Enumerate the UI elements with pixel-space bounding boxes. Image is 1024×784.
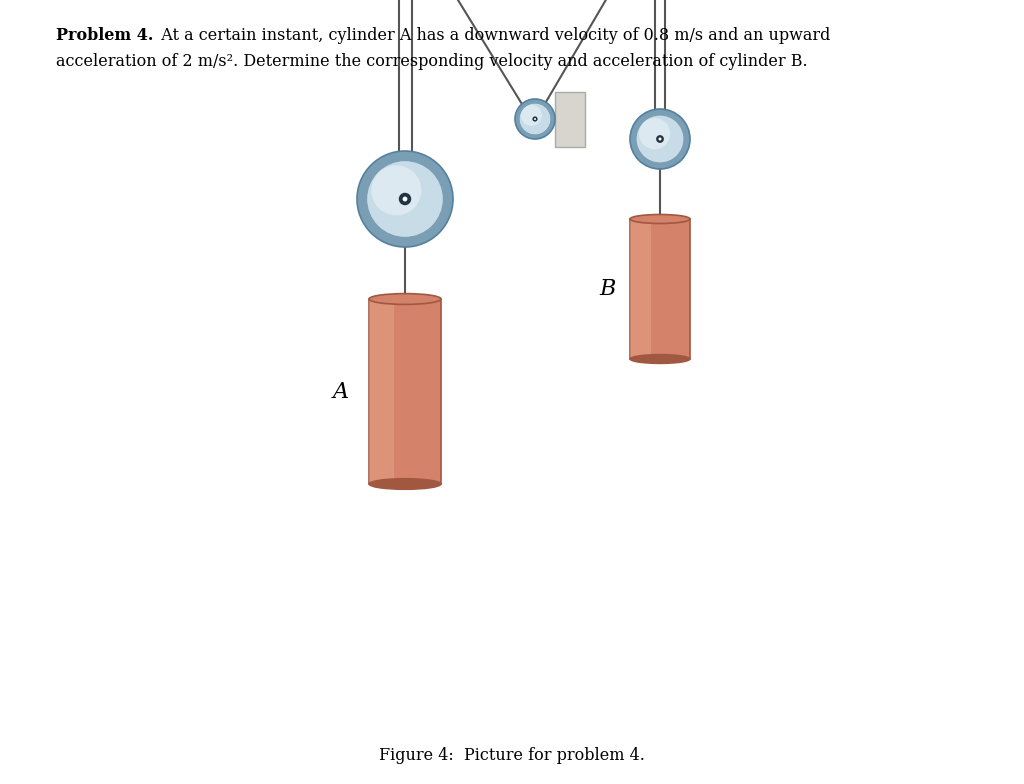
Bar bbox=[369, 299, 394, 484]
Circle shape bbox=[534, 118, 536, 120]
Ellipse shape bbox=[630, 215, 690, 223]
Text: B: B bbox=[600, 278, 616, 300]
Bar bbox=[630, 219, 651, 359]
Circle shape bbox=[519, 103, 551, 135]
Text: Figure 4:  Picture for problem 4.: Figure 4: Picture for problem 4. bbox=[379, 747, 645, 764]
Circle shape bbox=[521, 105, 542, 125]
Circle shape bbox=[532, 116, 538, 122]
Circle shape bbox=[402, 197, 408, 201]
Text: At a certain instant, cylinder A has a downward velocity of 0.8 m/s and an upwar: At a certain instant, cylinder A has a d… bbox=[151, 27, 829, 45]
Circle shape bbox=[398, 193, 412, 205]
Text: Problem 4.: Problem 4. bbox=[56, 27, 154, 45]
Circle shape bbox=[656, 135, 664, 143]
Circle shape bbox=[357, 151, 453, 247]
Circle shape bbox=[639, 118, 670, 149]
Text: acceleration of 2 m/s². Determine the corresponding velocity and acceleration of: acceleration of 2 m/s². Determine the co… bbox=[56, 53, 808, 70]
Ellipse shape bbox=[630, 354, 690, 364]
Circle shape bbox=[630, 109, 690, 169]
Bar bbox=[630, 219, 690, 359]
Text: A: A bbox=[333, 380, 349, 402]
Circle shape bbox=[372, 165, 421, 216]
Circle shape bbox=[636, 115, 684, 163]
Bar bbox=[369, 299, 441, 484]
Ellipse shape bbox=[369, 478, 441, 489]
Circle shape bbox=[515, 99, 555, 139]
Circle shape bbox=[658, 137, 662, 140]
Circle shape bbox=[367, 161, 443, 238]
FancyBboxPatch shape bbox=[555, 92, 585, 147]
Ellipse shape bbox=[369, 293, 441, 304]
